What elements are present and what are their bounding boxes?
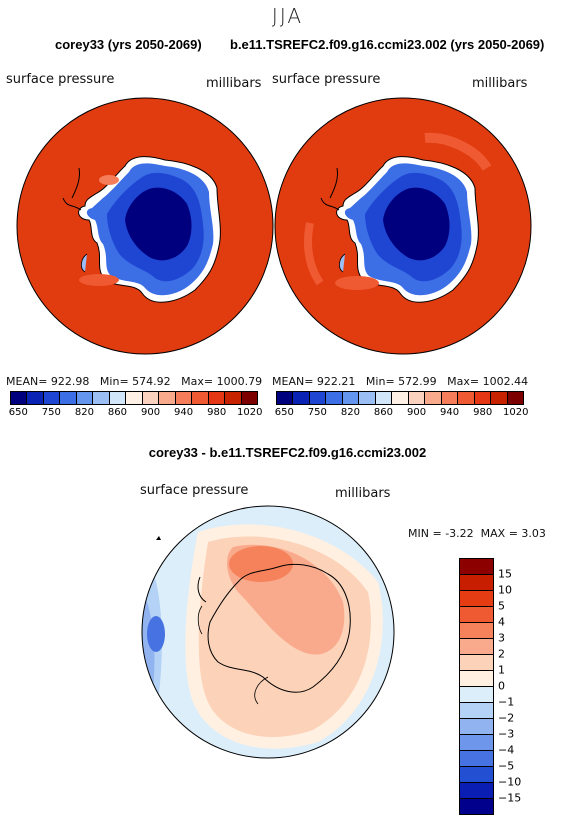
left-panel-title: corey33 (yrs 2050-2069) [55, 37, 202, 52]
diff-colorbar-tick: −2 [498, 711, 515, 725]
right-colorbar-ticks: 650 750 820 860 900 940 980 1020 [274, 407, 529, 418]
right-colorbar-swatch [342, 392, 360, 404]
right-colorbar-swatch [309, 392, 327, 404]
diff-colorbar-tick: 15 [498, 567, 512, 581]
left-units-label: millibars [206, 76, 262, 91]
left-colorbar-swatch [43, 392, 61, 404]
left-colorbar-swatch [142, 392, 160, 404]
diff-colorbar-ticks: 15 10 5 4 3 2 1 0 −1 −2 −3 −4 −5 −10 −15 [498, 558, 558, 814]
left-colorbar-swatches [10, 391, 258, 405]
left-colorbar-swatch [126, 392, 143, 404]
diff-colorbar-tick: −5 [498, 759, 515, 773]
right-colorbar: 650 750 820 860 900 940 980 1020 [274, 391, 529, 419]
right-colorbar-swatch [425, 392, 442, 404]
left-colorbar-swatch [60, 392, 77, 404]
right-polar-map [274, 97, 532, 355]
diff-colorbar-swatch [460, 687, 493, 703]
right-colorbar-swatch [491, 392, 508, 404]
left-colorbar-swatch [11, 392, 28, 404]
diff-colorbar-tick: −1 [498, 695, 515, 709]
left-colorbar-swatch [241, 392, 258, 404]
right-colorbar-swatch [408, 392, 426, 404]
diff-colorbar-tick: 10 [498, 583, 512, 597]
diff-colorbar-tick: 3 [498, 631, 505, 645]
left-colorbar-swatch [109, 392, 127, 404]
right-units-label: millibars [472, 76, 528, 91]
left-polar-map [16, 97, 274, 355]
right-colorbar-swatches [276, 391, 524, 405]
diff-colorbar-swatch [460, 735, 493, 751]
diff-colorbar-swatch [460, 655, 493, 671]
diff-stats: MIN = -3.22 MAX = 3.03 [408, 527, 546, 540]
left-colorbar-swatch [192, 392, 209, 404]
diff-colorbar-tick: −3 [498, 727, 515, 741]
right-colorbar-swatch [326, 392, 343, 404]
diff-colorbar-swatch [460, 639, 493, 655]
right-colorbar-swatch [293, 392, 310, 404]
right-panel-title: b.e11.TSREFC2.f09.g16.ccmi23.002 (yrs 20… [230, 37, 545, 52]
diff-colorbar-swatch [460, 783, 493, 799]
right-colorbar-swatch [507, 392, 524, 404]
diff-panel-title: corey33 - b.e11.TSREFC2.f09.g16.ccmi23.0… [148, 445, 427, 460]
diff-colorbar [459, 558, 494, 815]
right-variable-label: surface pressure [272, 72, 381, 87]
diff-colorbar-swatch [460, 623, 493, 639]
diff-variable-label: surface pressure [140, 483, 249, 498]
diff-colorbar-swatch [460, 575, 493, 591]
diff-colorbar-tick: 4 [498, 615, 505, 629]
diff-colorbar-tick: 0 [498, 679, 505, 693]
diff-colorbar-tick: 1 [498, 663, 505, 677]
diff-colorbar-swatch [460, 719, 493, 735]
left-colorbar-swatch [175, 392, 193, 404]
left-colorbar-swatch [208, 392, 226, 404]
diff-colorbar-tick: −10 [498, 775, 522, 789]
diff-colorbar-swatch [460, 671, 493, 687]
diff-colorbar-tick: −4 [498, 743, 515, 757]
diff-units-label: millibars [335, 486, 391, 501]
left-colorbar: 650 750 820 860 900 940 980 1020 [8, 391, 263, 419]
diff-polar-map [141, 505, 395, 759]
left-variable-label: surface pressure [6, 72, 115, 87]
right-colorbar-swatch [359, 392, 376, 404]
diff-colorbar-tick: 5 [498, 599, 505, 613]
diff-colorbar-swatch [460, 559, 493, 575]
diff-colorbar-swatch [460, 751, 493, 767]
right-colorbar-swatch [474, 392, 492, 404]
right-stats: MEAN= 922.21 Min= 572.99 Max= 1002.44 [272, 375, 529, 388]
right-colorbar-swatch [277, 392, 294, 404]
diff-colorbar-tick: −15 [498, 791, 522, 805]
right-colorbar-swatch [441, 392, 459, 404]
diff-colorbar-swatch [460, 607, 493, 623]
diff-colorbar-swatch [460, 767, 493, 783]
right-colorbar-swatch [458, 392, 475, 404]
left-colorbar-swatch [225, 392, 242, 404]
left-stats: MEAN= 922.98 Min= 574.92 Max= 1000.79 [6, 375, 263, 388]
season-title: JJA [271, 4, 304, 28]
diff-colorbar-tick: 2 [498, 647, 505, 661]
left-colorbar-ticks: 650 750 820 860 900 940 980 1020 [8, 407, 263, 418]
left-colorbar-swatch [76, 392, 94, 404]
diff-colorbar-swatch [460, 799, 493, 814]
diff-colorbar-swatch [460, 591, 493, 607]
left-colorbar-swatch [93, 392, 110, 404]
right-colorbar-swatch [375, 392, 393, 404]
left-colorbar-swatch [27, 392, 44, 404]
right-colorbar-swatch [392, 392, 409, 404]
left-colorbar-swatch [159, 392, 176, 404]
diff-colorbar-swatch [460, 703, 493, 719]
